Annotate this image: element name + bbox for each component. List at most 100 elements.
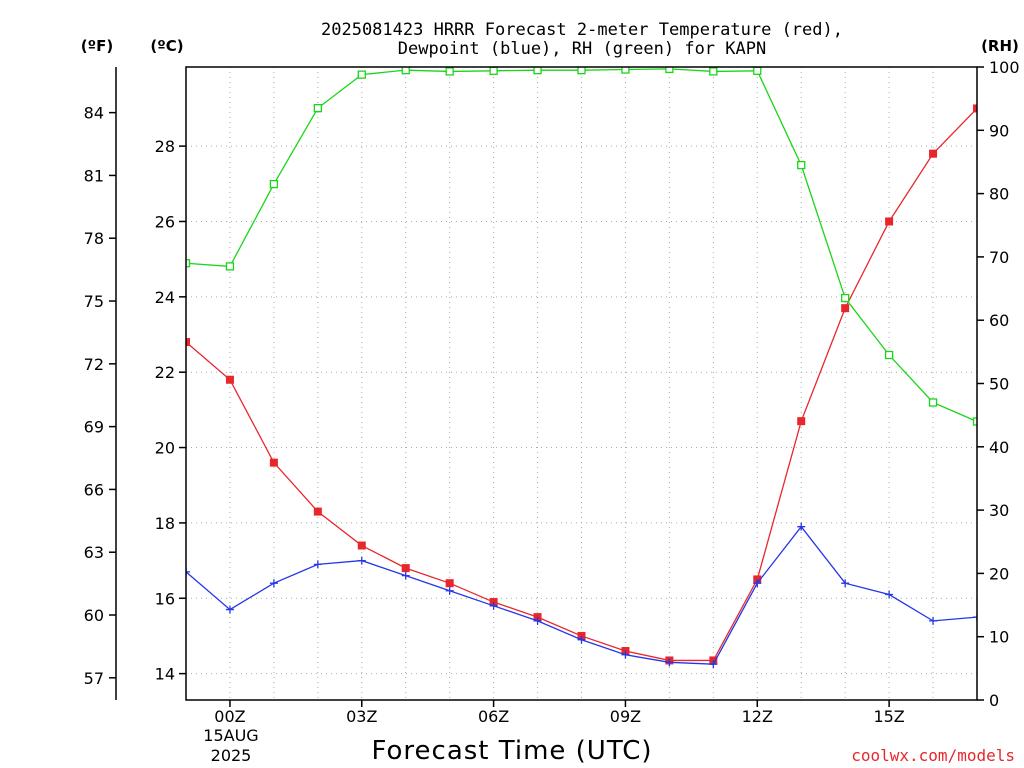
rh-tick-label: 40 <box>989 438 1009 457</box>
rh-point <box>445 67 454 76</box>
credit-text: coolwx.com/models <box>851 746 1015 765</box>
celsius-tick-label: 20 <box>155 439 175 458</box>
temperature-point <box>445 579 454 588</box>
rh-tick-label: 50 <box>989 375 1009 394</box>
temperature-point <box>225 375 234 384</box>
rh-tick-label: 100 <box>989 58 1020 77</box>
dewpoint-point <box>489 601 498 610</box>
fahrenheit-tick-label: 60 <box>84 606 104 625</box>
temperature-point <box>357 541 366 550</box>
chart-title-line1: 2025081423 HRRR Forecast 2-meter Tempera… <box>321 20 843 40</box>
dewpoint-point <box>841 579 850 588</box>
date-label-day: 15AUG <box>203 726 258 745</box>
grid-lines <box>186 67 977 700</box>
dewpoint-point <box>533 616 542 625</box>
dewpoint-point <box>445 586 454 595</box>
rh-point <box>972 417 977 426</box>
rh-point <box>533 67 542 75</box>
fahrenheit-tick-label: 72 <box>84 355 104 374</box>
celsius-tick-label: 26 <box>155 212 175 231</box>
dewpoint-point <box>269 579 278 588</box>
rh-tick-label: 70 <box>989 248 1009 267</box>
fahrenheit-tick-label: 75 <box>84 292 104 311</box>
rh-point <box>225 262 235 271</box>
dewpoint-point <box>665 658 674 667</box>
temperature-point <box>885 217 894 226</box>
temperature-point <box>186 338 190 347</box>
rh-point <box>709 67 718 76</box>
temperature-point <box>929 149 938 158</box>
rh-point <box>928 398 938 407</box>
celsius-tick-label: 24 <box>155 288 175 307</box>
fahrenheit-tick-label: 57 <box>84 669 104 688</box>
fahrenheit-tick-label: 66 <box>84 480 104 499</box>
fahrenheit-unit-label: (ºF) <box>81 37 113 55</box>
x-tick-label: 15Z <box>873 707 904 726</box>
rh-tick-label: 20 <box>989 564 1009 583</box>
rh-point <box>884 350 894 360</box>
rh-series-line <box>186 68 977 423</box>
rh-point <box>489 67 498 75</box>
fahrenheit-tick-label: 69 <box>84 418 104 437</box>
temperature-point <box>973 104 977 113</box>
dewpoint-point <box>225 605 234 614</box>
rh-tick-label: 90 <box>989 121 1009 140</box>
temperature-point <box>401 564 410 573</box>
rh-point <box>401 67 410 75</box>
rh-point <box>186 259 191 268</box>
fahrenheit-tick-label: 63 <box>84 543 104 562</box>
rh-tick-label: 30 <box>989 501 1009 520</box>
temperature-point <box>313 507 322 516</box>
dewpoint-point <box>709 660 718 669</box>
celsius-tick-label: 18 <box>155 514 175 533</box>
rh-point <box>577 67 586 75</box>
x-tick-label: 12Z <box>742 707 773 726</box>
x-tick-label: 03Z <box>346 707 377 726</box>
fahrenheit-tick-label: 84 <box>84 104 104 123</box>
temperature-point <box>797 417 806 426</box>
rh-point <box>621 67 630 74</box>
fahrenheit-tick-label: 81 <box>84 166 104 185</box>
data-series <box>186 67 977 669</box>
temperature-point <box>269 458 278 467</box>
chart-title-line2: Dewpoint (blue), RH (green) for KAPN <box>398 39 766 59</box>
rh-tick-label: 0 <box>989 691 999 710</box>
rh-tick-label: 60 <box>989 311 1009 330</box>
celsius-tick-label: 28 <box>155 137 175 156</box>
rh-point <box>753 67 762 75</box>
date-label-year: 2025 <box>211 746 252 765</box>
rh-point <box>841 293 850 303</box>
dewpoint-point <box>621 650 630 659</box>
rh-tick-label: 10 <box>989 628 1009 647</box>
axes: 00Z 03Z 06Z 09Z 12Z 15Z 14 16 18 20 22 24 26 28 57 60 63… <box>84 58 1020 726</box>
celsius-unit-label: (ºC) <box>150 37 183 55</box>
fahrenheit-tick-label: 78 <box>84 229 104 248</box>
dewpoint-point <box>186 567 190 576</box>
rh-point <box>269 179 279 189</box>
plot-frame <box>185 66 978 701</box>
dewpoint-point <box>973 613 977 622</box>
rh-point <box>797 160 806 170</box>
dewpoint-point <box>797 522 806 531</box>
dewpoint-point <box>577 635 586 644</box>
x-tick-label: 06Z <box>478 707 509 726</box>
celsius-tick-label: 16 <box>155 589 175 608</box>
dewpoint-point <box>885 590 894 599</box>
rh-point <box>313 103 322 113</box>
rh-point <box>357 70 366 79</box>
x-tick-label: 00Z <box>214 707 245 726</box>
celsius-tick-label: 22 <box>155 363 175 382</box>
rh-point <box>665 67 674 74</box>
dewpoint-point <box>313 560 322 569</box>
dewpoint-point <box>929 616 938 625</box>
rh-unit-label: (RH) <box>981 37 1019 55</box>
temperature-point <box>841 304 850 313</box>
dewpoint-point <box>753 579 762 588</box>
dewpoint-point <box>357 556 366 565</box>
x-tick-label: 09Z <box>610 707 641 726</box>
rh-tick-label: 80 <box>989 185 1009 204</box>
dewpoint-point <box>401 571 410 580</box>
celsius-tick-label: 14 <box>155 665 175 684</box>
x-axis-label: Forecast Time (UTC) <box>371 736 652 766</box>
